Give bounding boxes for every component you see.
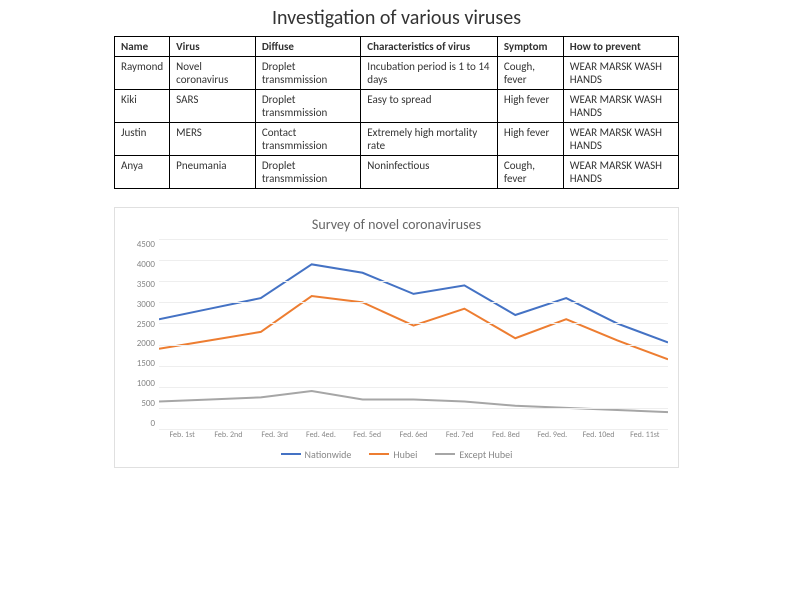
- legend-label: Except Hubei: [459, 448, 512, 461]
- x-tick-label: Fed. 7ed: [437, 431, 483, 440]
- gridline: [159, 260, 668, 261]
- table-cell: Justin: [115, 123, 170, 156]
- x-tick-label: Fed. 8ed: [483, 431, 529, 440]
- gridline: [159, 429, 668, 430]
- table-cell: Noninfectious: [361, 156, 498, 189]
- table-cell: WEAR MARSK WASH HANDS: [563, 156, 678, 189]
- gridline: [159, 239, 668, 240]
- y-tick-label: 500: [125, 398, 155, 409]
- table-cell: Raymond: [115, 57, 170, 90]
- table-cell: Kiki: [115, 90, 170, 123]
- table-cell: WEAR MARSK WASH HANDS: [563, 90, 678, 123]
- gridline: [159, 302, 668, 303]
- x-tick-label: Fed. 5ed: [344, 431, 390, 440]
- table-cell: Pneumania: [170, 156, 256, 189]
- table-cell: Droplet transmmission: [255, 156, 360, 189]
- x-tick-label: Fed. 6ed: [390, 431, 436, 440]
- table-header-row: Name Virus Diffuse Characteristics of vi…: [115, 37, 679, 57]
- chart-title: Survey of novel coronaviruses: [125, 216, 668, 233]
- table-cell: Droplet transmmission: [255, 57, 360, 90]
- gridline: [159, 408, 668, 409]
- legend-swatch: [435, 453, 455, 455]
- gridline: [159, 281, 668, 282]
- chart-lines: [159, 239, 668, 429]
- gridline: [159, 345, 668, 346]
- y-tick-label: 4500: [125, 239, 155, 250]
- x-tick-label: Fed. 10ed: [575, 431, 621, 440]
- x-tick-label: Feb. 2nd: [205, 431, 251, 440]
- table-cell: Easy to spread: [361, 90, 498, 123]
- table-cell: WEAR MARSK WASH HANDS: [563, 57, 678, 90]
- plot-area: [159, 239, 668, 429]
- y-tick-label: 2000: [125, 338, 155, 349]
- gridline: [159, 323, 668, 324]
- x-tick-label: Fed. 9ed.: [529, 431, 575, 440]
- col-symptom: Symptom: [497, 37, 563, 57]
- table-cell: SARS: [170, 90, 256, 123]
- table-row: AnyaPneumaniaDroplet transmmissionNoninf…: [115, 156, 679, 189]
- chart-container: Survey of novel coronaviruses 4500 4000 35…: [114, 207, 679, 468]
- legend-swatch: [369, 453, 389, 455]
- legend-label: Hubei: [393, 448, 417, 461]
- table-row: RaymondNovel coronavirusDroplet transmmi…: [115, 57, 679, 90]
- table-row: KikiSARSDroplet transmmissionEasy to spr…: [115, 90, 679, 123]
- col-diffuse: Diffuse: [255, 37, 360, 57]
- x-tick-label: Fed. 4ed.: [298, 431, 344, 440]
- legend-item: Hubei: [369, 448, 417, 461]
- table-cell: Cough, fever: [497, 156, 563, 189]
- table-cell: Droplet transmmission: [255, 90, 360, 123]
- series-line: [159, 391, 668, 412]
- table-cell: Extremely high mortality rate: [361, 123, 498, 156]
- table-cell: MERS: [170, 123, 256, 156]
- table-cell: Anya: [115, 156, 170, 189]
- y-tick-label: 2500: [125, 319, 155, 330]
- gridline: [159, 366, 668, 367]
- x-tick-label: Fed. 11st: [622, 431, 668, 440]
- chart-plot: 4500 4000 3500 3000 2500 2000 1500 1000 500 0: [125, 239, 668, 429]
- legend-label: Nationwide: [305, 448, 352, 461]
- table-row: JustinMERSContact transmmissionExtremely…: [115, 123, 679, 156]
- page-title: Investigation of various viruses: [0, 6, 793, 30]
- table-cell: Contact transmmission: [255, 123, 360, 156]
- legend-item: Nationwide: [281, 448, 352, 461]
- gridline: [159, 387, 668, 388]
- y-tick-label: 3000: [125, 299, 155, 310]
- table-cell: Cough, fever: [497, 57, 563, 90]
- legend-item: Except Hubei: [435, 448, 512, 461]
- y-tick-label: 1500: [125, 358, 155, 369]
- y-tick-label: 0: [125, 418, 155, 429]
- table-cell: High fever: [497, 90, 563, 123]
- y-tick-label: 1000: [125, 378, 155, 389]
- legend-swatch: [281, 453, 301, 455]
- x-tick-label: Feb. 1st: [159, 431, 205, 440]
- y-tick-label: 3500: [125, 279, 155, 290]
- col-name: Name: [115, 37, 170, 57]
- y-axis: 4500 4000 3500 3000 2500 2000 1500 1000 500 0: [125, 239, 159, 429]
- y-tick-label: 4000: [125, 259, 155, 270]
- table-cell: Novel coronavirus: [170, 57, 256, 90]
- x-tick-label: Fed. 3rd: [252, 431, 298, 440]
- series-line: [159, 296, 668, 359]
- table-cell: High fever: [497, 123, 563, 156]
- col-prevent: How to prevent: [563, 37, 678, 57]
- col-characteristics: Characteristics of virus: [361, 37, 498, 57]
- table-cell: Incubation period is 1 to 14 days: [361, 57, 498, 90]
- virus-table: Name Virus Diffuse Characteristics of vi…: [114, 36, 679, 189]
- col-virus: Virus: [170, 37, 256, 57]
- chart-legend: Nationwide Hubei Except Hubei: [125, 448, 668, 461]
- table-cell: WEAR MARSK WASH HANDS: [563, 123, 678, 156]
- x-axis: Feb. 1stFeb. 2ndFed. 3rdFed. 4ed.Fed. 5e…: [159, 431, 668, 440]
